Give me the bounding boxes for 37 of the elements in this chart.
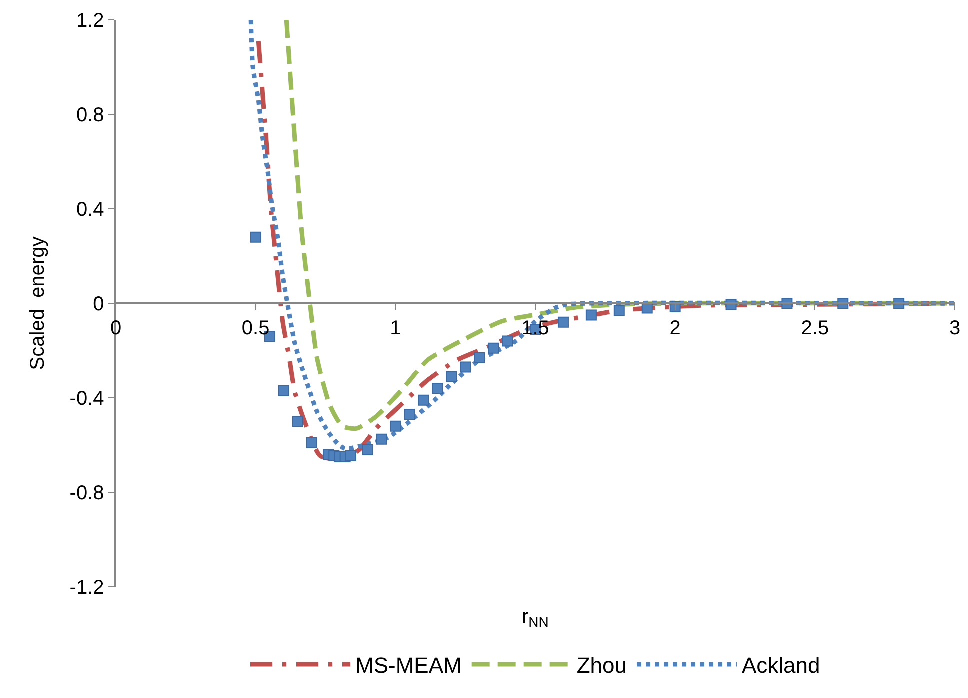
x-tick-label: 1 — [390, 317, 402, 340]
point — [345, 450, 356, 462]
point — [586, 310, 597, 321]
y-tick-label: -0.8 — [70, 482, 104, 504]
point — [376, 434, 388, 445]
point — [460, 362, 472, 373]
point — [418, 394, 430, 406]
point — [614, 305, 625, 316]
x-tick-label: 0.5 — [242, 317, 270, 340]
legend-label: Ackland — [742, 653, 820, 678]
x-axis-title: r$_{NN}$ — [522, 606, 549, 630]
y-tick-label: -1.2 — [70, 577, 104, 599]
point — [488, 342, 500, 354]
x-tick-label: 2.5 — [801, 317, 830, 340]
y-tick-label: 0.8 — [76, 104, 104, 126]
point — [446, 371, 458, 382]
point — [390, 420, 402, 432]
y-tick-label: 1.2 — [76, 10, 104, 32]
legend-label: Zhou — [576, 653, 627, 678]
point — [474, 352, 486, 364]
point — [404, 409, 416, 420]
point — [250, 232, 262, 243]
legend-label: MS-MEAM — [356, 653, 462, 678]
x-tick-label: 2 — [670, 317, 681, 340]
y-tick-label: 0.4 — [76, 199, 104, 221]
point — [292, 416, 304, 428]
point — [558, 316, 569, 328]
x-tick-label: 3 — [949, 317, 961, 340]
point — [278, 385, 290, 396]
y-axis-title: Scaled energy — [26, 236, 49, 370]
point — [306, 437, 318, 448]
y-tick-label: -0.4 — [70, 388, 104, 410]
point — [502, 336, 514, 347]
point — [432, 383, 444, 394]
x-tick-label: 0 — [110, 317, 122, 340]
point — [362, 444, 374, 456]
y-tick-label: 0 — [93, 294, 104, 316]
